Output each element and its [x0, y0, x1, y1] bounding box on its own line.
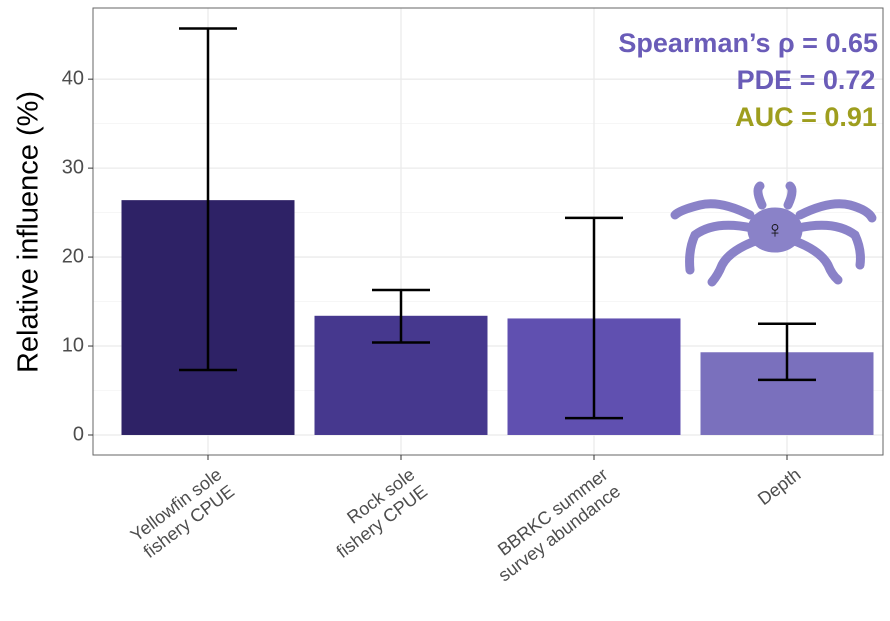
- y-tick-label: 0: [73, 423, 84, 445]
- x-tick-label: BBRKC summersurvey abundance: [482, 464, 624, 585]
- y-tick-label: 40: [62, 67, 84, 89]
- annotation: Spearman’s ρ = 0.65: [618, 28, 878, 58]
- chart: Relative influence (%) ♀ 0 10 20 30 40 Yellow…: [0, 0, 890, 621]
- icon-symbol: ♀: [766, 216, 784, 243]
- y-tick-label: 10: [62, 334, 84, 356]
- x-tick-label: Depth: [754, 464, 804, 509]
- x-tick-label: Yellowfin solefishery CPUE: [127, 464, 238, 562]
- y-tick-label: 20: [62, 245, 84, 267]
- x-tick-label: Rock solefishery CPUE: [320, 464, 431, 562]
- y-axis-label: Relative influence (%): [13, 91, 45, 373]
- y-tick-label: 30: [62, 156, 84, 178]
- annotation: AUC = 0.91: [735, 102, 877, 132]
- annotation: PDE = 0.72: [737, 65, 876, 95]
